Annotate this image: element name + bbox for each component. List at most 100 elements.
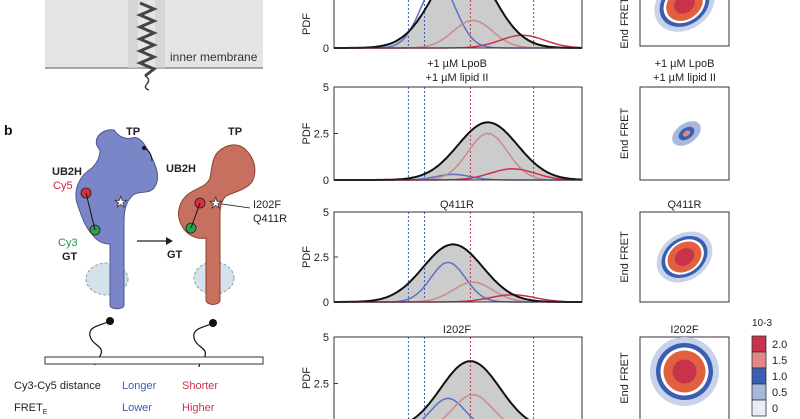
density-contour — [674, 0, 695, 14]
series-total-line — [334, 0, 582, 49]
heatmap-ylabel: End FRET — [619, 0, 631, 49]
transition-arrow — [137, 237, 173, 245]
y-tick-label: 5 — [323, 332, 329, 344]
legend-row2-right: Higher — [182, 402, 215, 414]
histogram-title: I202F — [443, 324, 471, 336]
histogram-bars — [334, 244, 582, 302]
y-tick-label: 0 — [323, 175, 329, 187]
heatmap-title: I202F — [670, 324, 698, 336]
panel-b: b ★ TP UB2H Cy5 Cy3 GT — [4, 122, 287, 416]
gt-label-right: GT — [167, 249, 183, 261]
heatmap-ylabel: End FRET — [619, 108, 631, 160]
heatmap-panel: End FRET I202F — [619, 324, 730, 419]
protein-mutant-icon: ★ TP UB2H I202F Q411R GT — [166, 126, 287, 368]
membrane-bar — [44, 356, 264, 365]
histogram-title: +1 µM LpoB — [427, 58, 487, 70]
colorbar-cell — [751, 335, 767, 353]
star-icon-right: ★ — [209, 195, 222, 212]
heatmap-panel: End FRET Q411R — [619, 199, 730, 303]
histogram-ylabel: PDF — [301, 13, 313, 35]
mutation-label-1: I202F — [253, 199, 281, 211]
histogram-ylabel: PDF — [301, 246, 313, 268]
legend-row2-label: FRETE — [14, 402, 48, 416]
colorbar-tick-label: 1.5 — [772, 355, 787, 367]
histogram-plot — [334, 87, 582, 181]
y-tick-label: 2.5 — [314, 129, 329, 141]
colorbar-cell — [751, 399, 767, 417]
histogram-row: 0 PDF — [301, 0, 583, 55]
colorbar-cells: 2.0 1.5 1.0 0.5 0 — [751, 335, 787, 417]
protein-body-blue — [75, 129, 159, 310]
membrane-shadow — [128, 0, 165, 68]
histogram-plot — [334, 212, 582, 303]
histogram-title-line2: +1 µM lipid II — [426, 72, 489, 84]
y-tick-label: 5 — [323, 82, 329, 94]
histogram-plot — [334, 0, 582, 49]
cytoplasmic-tail-icon — [144, 75, 150, 91]
colorbar-tick-label: 0 — [772, 403, 778, 415]
distance-legend: Cy3-Cy5 distance Longer Shorter FRETE Lo… — [14, 380, 218, 416]
histogram-ylabel: PDF — [301, 122, 313, 144]
histogram-ylabel: PDF — [301, 367, 313, 389]
histogram-rows: 0 PDF End FRET 5 2.5 0 PDF +1 µM LpoB +1 µM lipi… — [301, 0, 730, 419]
inner-membrane-label: inner membrane — [170, 50, 258, 64]
tp-label: TP — [126, 126, 140, 138]
heatmap-panel: End FRET — [619, 0, 730, 49]
histogram-plot — [407, 337, 535, 419]
colorbar-tick-label: 0.5 — [772, 387, 787, 399]
cy3-label: Cy3 — [58, 237, 78, 249]
cy5-label: Cy5 — [53, 180, 73, 192]
heatmap-title-line2: +1 µM lipid II — [653, 72, 716, 84]
colorbar-cell — [751, 351, 767, 369]
histogram-bars — [334, 122, 582, 180]
histogram-row: 5 2.5 0 PDF Q411R — [301, 199, 583, 309]
series-total-line — [411, 360, 530, 419]
dye-link-line — [85, 192, 96, 231]
colorbar-tick-label: 2.0 — [772, 339, 787, 351]
legend-row1-label: Cy3-Cy5 distance — [14, 380, 101, 392]
density-contour — [682, 130, 691, 137]
histogram-title: Q411R — [440, 199, 474, 211]
tp-dot-icon — [142, 146, 146, 150]
y-tick-label: 2.5 — [314, 252, 329, 264]
mutation-pointer-line — [221, 203, 251, 209]
colorbar-exponent: 10-3 — [752, 318, 772, 329]
legend-row1-left: Longer — [122, 380, 157, 392]
mutation-label-2: Q411R — [253, 213, 287, 225]
gt-label-left: GT — [62, 251, 78, 263]
dye-link-line-right — [190, 202, 201, 229]
panel-b-letter: b — [4, 122, 13, 138]
transmembrane-helix-icon — [136, 1, 158, 78]
panel-a: inner membrane — [45, 0, 263, 91]
histogram-row: 5 2.5 0 PDF +1 µM LpoB +1 µM lipid II — [301, 58, 583, 187]
y-tick-label: 0 — [323, 43, 329, 55]
legend-row1-right: Shorter — [182, 380, 218, 392]
protein-wildtype-icon: ★ TP UB2H Cy5 Cy3 GT — [52, 126, 159, 366]
y-tick-label: 5 — [323, 207, 329, 219]
legend-row2-left: Lower — [122, 402, 152, 414]
arrow-head-icon — [166, 237, 173, 245]
tp-label-right: TP — [228, 126, 242, 138]
heatmap-ylabel: End FRET — [619, 352, 631, 404]
colorbar: 10-3 2.0 1.5 1.0 0.5 0 — [751, 318, 787, 417]
ub2h-label-right: UB2H — [166, 163, 196, 175]
histogram-bars — [413, 361, 528, 419]
y-tick-label: 0 — [323, 297, 329, 309]
colorbar-cell — [751, 367, 767, 385]
density-contour — [672, 359, 697, 384]
protein-body-red — [178, 144, 256, 305]
series-mid-line — [441, 393, 505, 419]
y-tick-label: 2.5 — [314, 379, 329, 391]
heatmap-panel: End FRET +1 µM LpoB +1 µM lipid II — [619, 58, 730, 181]
colorbar-cell — [751, 383, 767, 401]
series-total-line — [334, 243, 582, 303]
histogram-frame — [333, 0, 583, 49]
heatmap-title: +1 µM LpoB — [655, 58, 715, 70]
star-icon: ★ — [114, 194, 127, 211]
colorbar-tick-label: 1.0 — [772, 371, 787, 383]
heatmap-title: Q411R — [667, 199, 701, 211]
heatmap-ylabel: End FRET — [619, 231, 631, 283]
density-contour — [674, 248, 695, 266]
